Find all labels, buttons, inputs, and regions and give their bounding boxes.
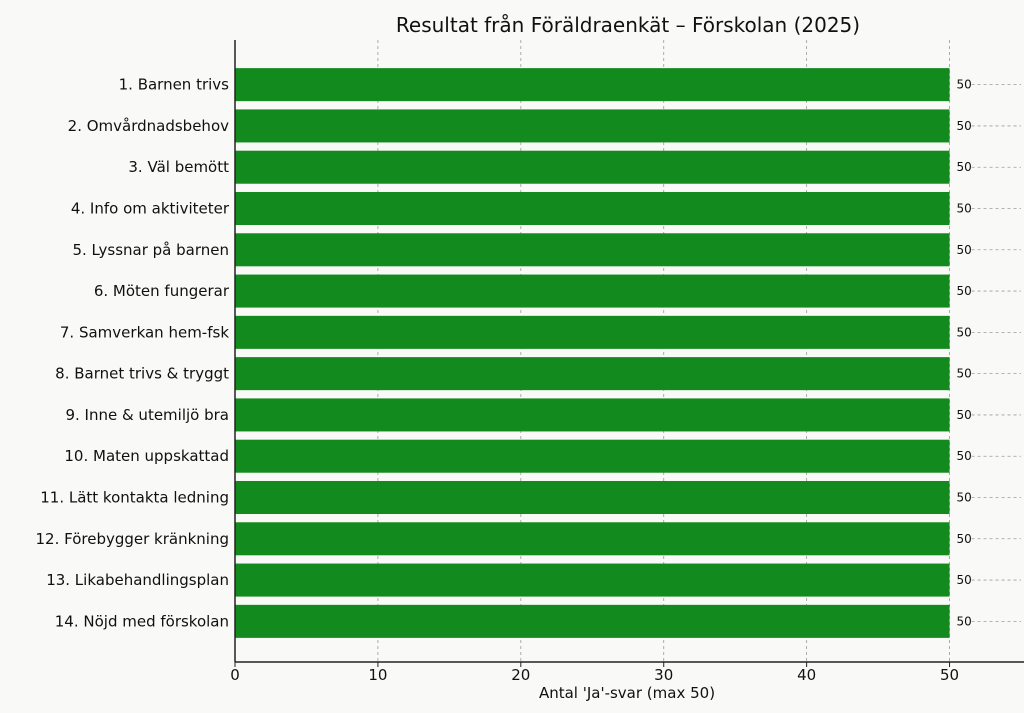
gridlines xyxy=(377,40,950,662)
x-tick-label-1: 10 xyxy=(368,666,387,684)
category-label-11: 11. Lätt kontakta ledning xyxy=(40,489,229,507)
bar-3 xyxy=(235,150,950,184)
category-label-10: 10. Maten uppskattad xyxy=(64,447,229,465)
category-label-5: 5. Lyssnar på barnen xyxy=(72,241,229,259)
bar-9 xyxy=(235,398,950,432)
data-label-4: 50 xyxy=(957,202,972,216)
data-label-7: 50 xyxy=(957,325,972,339)
x-tick-label-0: 0 xyxy=(230,666,240,684)
bar-8 xyxy=(235,357,950,391)
category-label-1: 1. Barnen trivs xyxy=(119,76,230,94)
bar-14 xyxy=(235,604,950,638)
category-label-13: 13. Likabehandlingsplan xyxy=(46,571,229,589)
category-label-9: 9. Inne & utemiljö bra xyxy=(65,406,229,424)
x-axis-title: Antal 'Ja'-svar (max 50) xyxy=(539,684,715,702)
x-tick-label-4: 40 xyxy=(797,666,816,684)
bar-2 xyxy=(235,109,950,143)
data-label-1: 50 xyxy=(957,78,972,92)
data-label-6: 50 xyxy=(957,284,972,298)
category-label-7: 7. Samverkan hem-fsk xyxy=(60,323,229,341)
bar-4 xyxy=(235,191,950,226)
bar-6 xyxy=(235,274,950,308)
bar-13 xyxy=(235,563,950,597)
bar-7 xyxy=(235,315,950,349)
x-tick-label-2: 20 xyxy=(511,666,530,684)
data-label-10: 50 xyxy=(957,449,972,463)
bar-12 xyxy=(235,522,950,556)
chart-title: Resultat från Föräldraenkät – Förskolan … xyxy=(396,13,860,37)
bar-10 xyxy=(235,439,950,473)
data-label-14: 50 xyxy=(957,614,972,628)
x-axis-ticks: 0 10 20 30 40 50 xyxy=(230,662,959,684)
category-label-12: 12. Förebygger kränkning xyxy=(35,530,229,548)
category-label-4: 4. Info om aktiviteter xyxy=(71,200,230,218)
data-label-12: 50 xyxy=(957,532,972,546)
data-label-9: 50 xyxy=(957,408,972,422)
bars xyxy=(235,68,950,638)
bar-5 xyxy=(235,233,950,267)
data-label-5: 50 xyxy=(957,243,972,257)
data-label-8: 50 xyxy=(957,367,972,381)
category-label-3: 3. Väl bemött xyxy=(128,158,229,176)
data-label-3: 50 xyxy=(957,160,972,174)
bar-11 xyxy=(235,480,950,515)
category-label-2: 2. Omvårdnadsbehov xyxy=(68,117,229,135)
x-tick-label-3: 30 xyxy=(654,666,673,684)
data-label-13: 50 xyxy=(957,573,972,587)
category-labels: 1. Barnen trivs 50 2. Omvårdnadsbehov 50 3. … xyxy=(35,76,1021,630)
data-label-11: 50 xyxy=(957,491,972,505)
x-tick-label-5: 50 xyxy=(940,666,959,684)
bar-1 xyxy=(235,68,950,102)
category-label-14: 14. Nöjd med förskolan xyxy=(55,612,229,630)
category-label-6: 6. Möten fungerar xyxy=(94,282,230,300)
category-label-8: 8. Barnet trivs & tryggt xyxy=(55,365,229,383)
data-label-2: 50 xyxy=(957,119,972,133)
